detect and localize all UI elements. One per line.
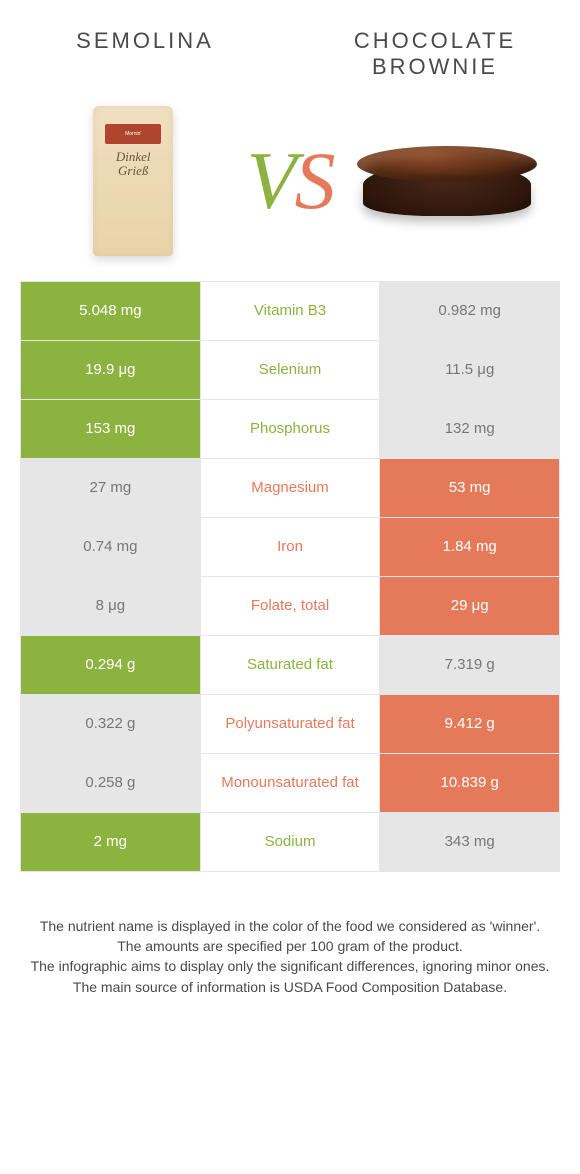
nutrient-name: Polyunsaturated fat <box>200 695 381 753</box>
right-value: 10.839 g <box>380 754 559 812</box>
vs-label: VS <box>246 134 333 228</box>
header-left-title: SEMOLINA <box>0 28 290 81</box>
left-value: 8 μg <box>21 577 200 635</box>
nutrient-name: Monounsaturated fat <box>200 754 381 812</box>
table-row: 153 mgPhosphorus132 mg <box>21 399 559 458</box>
header-right-line1: CHOCOLATE <box>354 28 516 53</box>
semolina-bag-icon: Mornin' Dinkel Grieß <box>93 106 173 256</box>
table-row: 0.258 gMonounsaturated fat10.839 g <box>21 753 559 812</box>
nutrient-name: Folate, total <box>200 577 381 635</box>
right-food-image <box>334 101 560 261</box>
bag-text: Dinkel Grieß <box>116 150 151 179</box>
header-right-title: CHOCOLATE BROWNIE <box>290 28 580 81</box>
left-value: 153 mg <box>21 400 200 458</box>
footer-line-2: The amounts are specified per 100 gram o… <box>20 936 560 956</box>
hero-row: Mornin' Dinkel Grieß VS <box>0 91 580 281</box>
brownie-icon <box>357 146 537 216</box>
nutrient-name: Sodium <box>200 813 381 871</box>
left-value: 5.048 mg <box>21 282 200 340</box>
table-row: 0.74 mgIron1.84 mg <box>21 517 559 576</box>
table-row: 8 μgFolate, total29 μg <box>21 576 559 635</box>
nutrient-name: Magnesium <box>200 459 381 517</box>
nutrient-name: Vitamin B3 <box>200 282 381 340</box>
table-row: 0.294 gSaturated fat7.319 g <box>21 635 559 694</box>
table-row: 5.048 mgVitamin B30.982 mg <box>21 281 559 340</box>
left-value: 0.74 mg <box>21 518 200 576</box>
header: SEMOLINA CHOCOLATE BROWNIE <box>0 0 580 91</box>
footer-line-3: The infographic aims to display only the… <box>20 956 560 976</box>
vs-v: V <box>246 135 294 226</box>
nutrient-name: Iron <box>200 518 381 576</box>
table-row: 0.322 gPolyunsaturated fat9.412 g <box>21 694 559 753</box>
left-value: 2 mg <box>21 813 200 871</box>
left-value: 0.294 g <box>21 636 200 694</box>
left-value: 19.9 μg <box>21 341 200 399</box>
header-right-line2: BROWNIE <box>372 54 498 79</box>
nutrient-name: Saturated fat <box>200 636 381 694</box>
bag-brand-label: Mornin' <box>105 124 161 144</box>
nutrient-name: Selenium <box>200 341 381 399</box>
nutrient-name: Phosphorus <box>200 400 381 458</box>
right-value: 343 mg <box>380 813 559 871</box>
footer-notes: The nutrient name is displayed in the co… <box>20 916 560 997</box>
left-value: 27 mg <box>21 459 200 517</box>
right-value: 9.412 g <box>380 695 559 753</box>
vs-s: S <box>295 135 334 226</box>
footer-line-1: The nutrient name is displayed in the co… <box>20 916 560 936</box>
right-value: 0.982 mg <box>380 282 559 340</box>
nutrition-table: 5.048 mgVitamin B30.982 mg19.9 μgSeleniu… <box>20 281 560 872</box>
table-row: 19.9 μgSelenium11.5 μg <box>21 340 559 399</box>
right-value: 11.5 μg <box>380 341 559 399</box>
left-food-image: Mornin' Dinkel Grieß <box>20 101 246 261</box>
left-value: 0.258 g <box>21 754 200 812</box>
right-value: 29 μg <box>380 577 559 635</box>
footer-line-4: The main source of information is USDA F… <box>20 977 560 997</box>
table-row: 27 mgMagnesium53 mg <box>21 458 559 517</box>
table-row: 2 mgSodium343 mg <box>21 812 559 871</box>
right-value: 7.319 g <box>380 636 559 694</box>
left-value: 0.322 g <box>21 695 200 753</box>
right-value: 132 mg <box>380 400 559 458</box>
right-value: 1.84 mg <box>380 518 559 576</box>
right-value: 53 mg <box>380 459 559 517</box>
